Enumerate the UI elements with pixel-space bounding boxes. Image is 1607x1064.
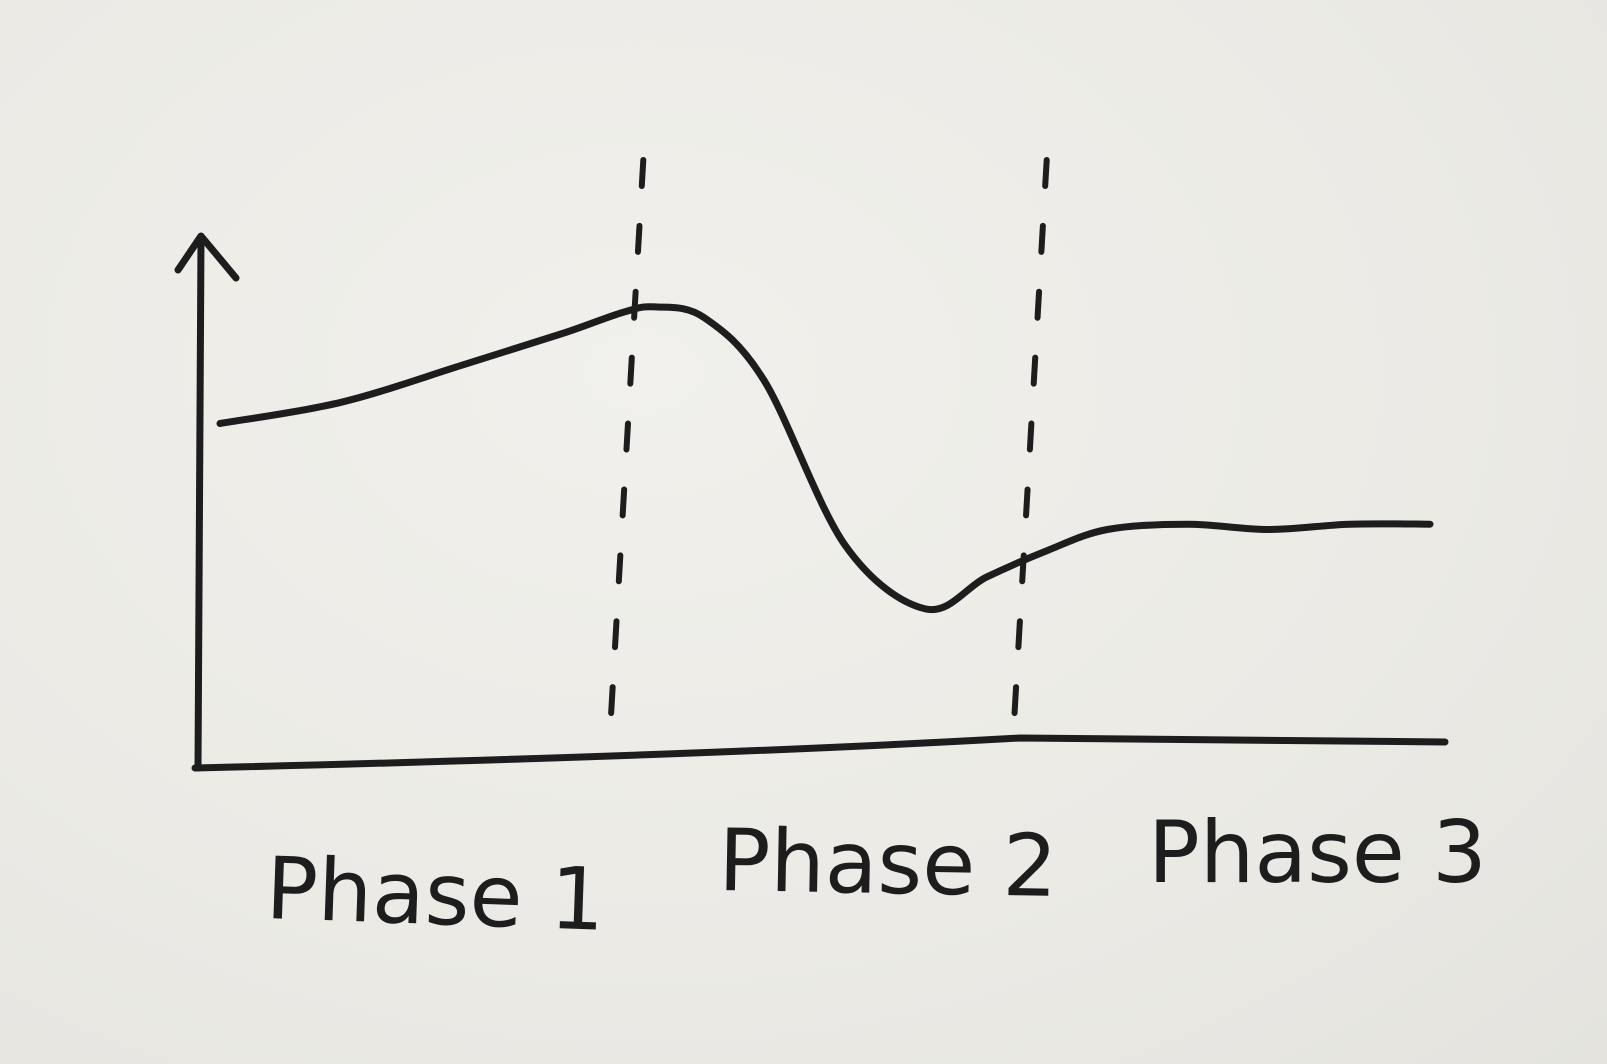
- series-line-1: [216, 303, 1434, 614]
- y-axis: [194, 234, 205, 772]
- series-layer: [216, 303, 1434, 614]
- phase-divider-1: [606, 157, 647, 748]
- phase-dividers: [606, 157, 1050, 748]
- y-axis-arrowhead-icon: [174, 232, 240, 282]
- x-axis: [191, 734, 1449, 772]
- phase-divider-2: [1009, 157, 1050, 748]
- phase-label-2: Phase 2: [718, 811, 1059, 917]
- phase-label-3: Phase 3: [1148, 803, 1487, 903]
- phase-labels: Phase 1 Phase 2 Phase 3: [264, 803, 1487, 951]
- phase-label-1: Phase 1: [264, 839, 606, 951]
- axes: [174, 232, 1449, 772]
